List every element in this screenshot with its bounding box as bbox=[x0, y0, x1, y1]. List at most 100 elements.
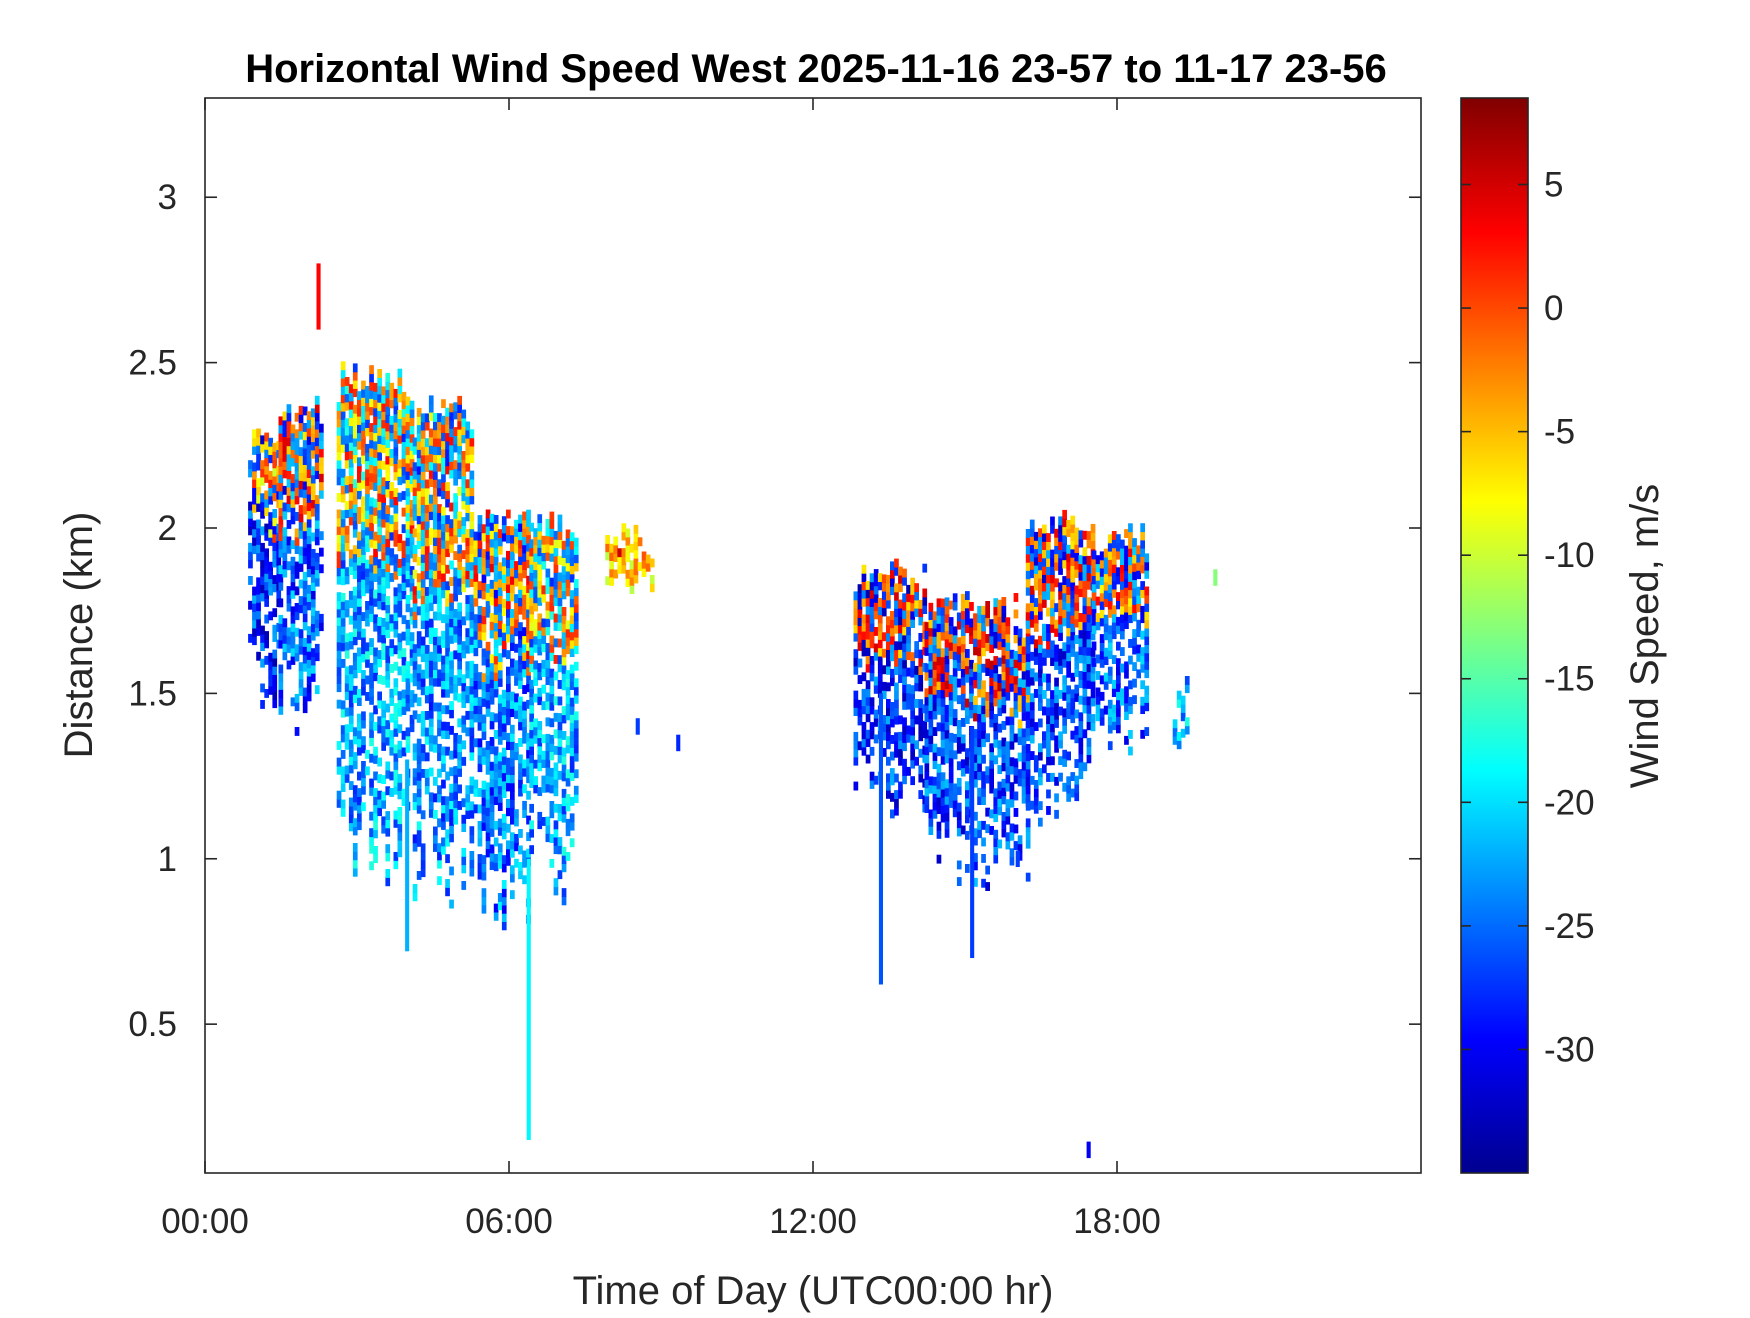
data-cell bbox=[457, 718, 462, 728]
data-cell bbox=[985, 609, 990, 619]
data-cell bbox=[428, 618, 434, 628]
data-cell bbox=[506, 741, 511, 750]
data-cell bbox=[461, 492, 467, 502]
data-cell bbox=[365, 410, 370, 420]
data-cell bbox=[290, 656, 296, 665]
data-cell bbox=[485, 823, 491, 833]
data-cell bbox=[412, 884, 418, 893]
data-cell bbox=[514, 660, 519, 670]
data-cell bbox=[481, 722, 487, 732]
data-cell bbox=[1184, 684, 1190, 694]
data-cell bbox=[489, 563, 495, 573]
data-cell bbox=[344, 740, 350, 750]
data-cell bbox=[549, 536, 555, 546]
data-cell bbox=[365, 568, 370, 577]
data-cell bbox=[401, 697, 407, 707]
data-cell bbox=[477, 746, 483, 756]
data-cell bbox=[1082, 638, 1088, 648]
data-cell bbox=[485, 807, 491, 817]
data-cell bbox=[1099, 716, 1105, 726]
data-cell bbox=[1038, 768, 1043, 777]
data-cell bbox=[526, 534, 531, 544]
data-cell bbox=[1136, 669, 1141, 679]
data-cell bbox=[294, 454, 300, 463]
data-cell bbox=[493, 754, 499, 764]
data-cell bbox=[865, 581, 871, 590]
data-cell bbox=[1033, 531, 1039, 541]
data-cell bbox=[437, 851, 442, 861]
data-cell bbox=[485, 840, 491, 850]
data-cell bbox=[377, 699, 382, 709]
data-cell bbox=[1103, 705, 1109, 715]
data-cell bbox=[1025, 760, 1031, 770]
data-cell bbox=[405, 677, 411, 687]
data-cell bbox=[557, 721, 563, 731]
data-cell bbox=[272, 459, 278, 469]
data-cell bbox=[416, 523, 422, 533]
data-cell bbox=[541, 783, 547, 793]
data-cell bbox=[1050, 756, 1055, 766]
data-cell bbox=[1033, 581, 1039, 591]
data-cell bbox=[944, 663, 950, 673]
data-cell bbox=[881, 590, 887, 600]
data-cell bbox=[389, 622, 395, 632]
data-cell bbox=[489, 770, 495, 779]
data-cell bbox=[278, 532, 284, 542]
data-cell bbox=[1128, 548, 1133, 557]
data-cell bbox=[529, 754, 534, 764]
data-cell bbox=[1025, 732, 1031, 742]
data-cell bbox=[565, 628, 571, 638]
data-cell bbox=[1091, 608, 1097, 618]
data-cell bbox=[424, 777, 430, 787]
data-cell bbox=[412, 644, 418, 654]
data-cell bbox=[1124, 686, 1129, 696]
data-cell bbox=[997, 748, 1003, 758]
data-cell bbox=[441, 589, 446, 599]
data-cell bbox=[940, 623, 946, 633]
data-cell bbox=[252, 611, 257, 621]
colorbar-tick-label: 0 bbox=[1544, 289, 1563, 328]
data-cell bbox=[412, 553, 418, 563]
data-cell bbox=[940, 739, 946, 749]
data-cell bbox=[319, 440, 324, 450]
data-cell bbox=[948, 708, 954, 717]
data-cell bbox=[340, 617, 346, 627]
data-cell bbox=[377, 807, 382, 817]
data-cell bbox=[605, 576, 610, 586]
data-cell bbox=[1078, 761, 1084, 771]
data-cell bbox=[381, 593, 386, 603]
data-cell bbox=[1001, 638, 1007, 648]
data-cell bbox=[361, 769, 366, 779]
data-cell bbox=[361, 785, 366, 795]
data-cell bbox=[286, 445, 292, 455]
data-cell bbox=[948, 799, 954, 808]
data-cell bbox=[1078, 753, 1084, 763]
data-cell bbox=[573, 595, 579, 605]
data-cell bbox=[449, 519, 454, 529]
data-cell bbox=[545, 535, 551, 545]
data-cell bbox=[1074, 552, 1080, 562]
data-cell bbox=[956, 744, 962, 754]
data-cell bbox=[344, 691, 350, 701]
data-cell bbox=[405, 636, 411, 646]
data-cell bbox=[877, 639, 883, 649]
data-cell bbox=[1046, 566, 1051, 576]
data-cell bbox=[890, 735, 895, 744]
data-cell bbox=[441, 515, 446, 524]
data-cell bbox=[497, 818, 503, 828]
data-cell bbox=[469, 867, 475, 877]
data-cell bbox=[518, 779, 523, 789]
data-cell bbox=[914, 608, 919, 617]
data-cell bbox=[369, 514, 374, 523]
data-cell bbox=[629, 568, 635, 578]
data-cell bbox=[924, 688, 930, 698]
data-cell bbox=[1124, 620, 1129, 629]
data-cell bbox=[278, 664, 284, 674]
data-cell bbox=[1099, 567, 1105, 577]
data-cell bbox=[381, 576, 386, 586]
data-cell bbox=[609, 560, 614, 570]
data-cell bbox=[969, 701, 974, 711]
data-cell bbox=[369, 423, 374, 432]
data-cell bbox=[260, 551, 265, 561]
data-cell bbox=[437, 479, 442, 489]
